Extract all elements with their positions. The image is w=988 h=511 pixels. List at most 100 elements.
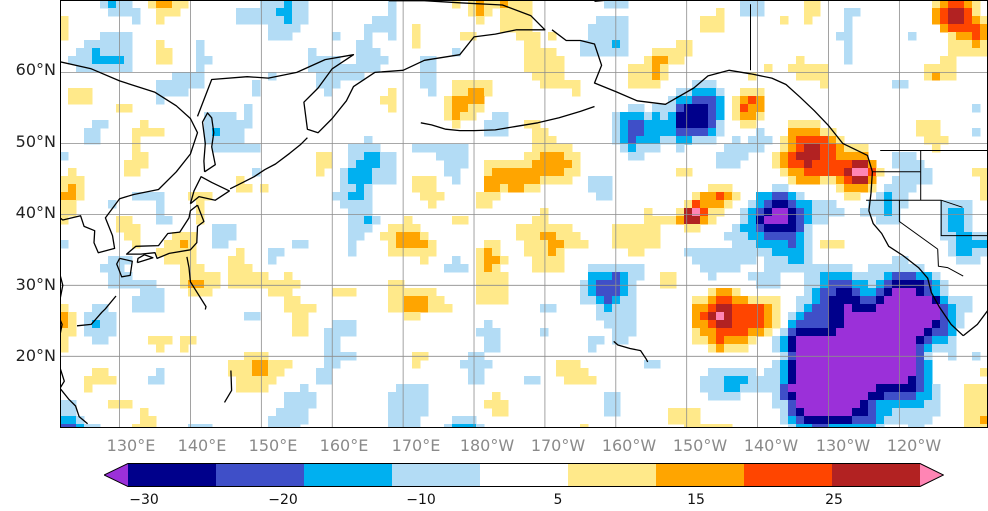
field-cell: [452, 264, 461, 273]
field-cell: [820, 200, 829, 209]
field-cell: [164, 248, 173, 257]
field-cell: [604, 48, 613, 57]
field-cell: [892, 160, 901, 169]
field-cell: [588, 184, 597, 193]
field-cell: [780, 184, 789, 193]
field-cell: [924, 336, 933, 345]
field-cell: [716, 200, 725, 209]
field-cell: [804, 0, 813, 9]
field-cell: [708, 256, 717, 265]
field-cell: [60, 176, 69, 185]
field-cell: [236, 264, 245, 273]
field-cell: [692, 416, 701, 425]
field-cell: [852, 8, 861, 17]
field-cell: [916, 128, 925, 137]
field-cell: [236, 376, 245, 385]
field-cell: [820, 336, 829, 345]
field-cell: [972, 16, 981, 25]
field-cell: [804, 344, 813, 353]
field-cell: [196, 40, 205, 49]
field-cell: [708, 296, 717, 305]
field-cell: [804, 304, 813, 313]
field-cell: [916, 280, 925, 289]
field-cell: [100, 64, 109, 73]
field-cell: [876, 344, 885, 353]
field-cell: [332, 72, 341, 81]
field-cell: [484, 360, 493, 369]
field-cell: [492, 192, 501, 201]
field-cell: [284, 424, 293, 428]
field-cell: [980, 192, 988, 201]
field-cell: [444, 144, 453, 153]
field-cell: [948, 240, 957, 249]
field-cell: [548, 304, 557, 313]
field-cell: [68, 408, 77, 417]
field-cell: [60, 312, 69, 321]
field-cell: [924, 312, 933, 321]
field-cell: [772, 368, 781, 377]
field-cell: [860, 144, 869, 153]
field-cell: [804, 208, 813, 217]
field-cell: [876, 280, 885, 289]
field-cell: [188, 256, 197, 265]
field-cell: [804, 256, 813, 265]
field-cell: [868, 376, 877, 385]
field-cell: [428, 64, 437, 73]
field-cell: [444, 104, 453, 113]
field-cell: [812, 408, 821, 417]
field-cell: [948, 344, 957, 353]
field-cell: [324, 376, 333, 385]
field-cell: [188, 240, 197, 249]
field-cell: [428, 200, 437, 209]
field-cell: [764, 216, 773, 225]
field-cell: [948, 336, 957, 345]
field-cell: [356, 232, 365, 241]
field-cell: [820, 152, 829, 161]
field-cell: [900, 400, 909, 409]
field-cell: [284, 416, 293, 425]
field-cell: [596, 32, 605, 41]
field-cell: [556, 232, 565, 241]
field-cell: [860, 408, 869, 417]
field-cell: [820, 408, 829, 417]
field-cell: [108, 8, 117, 17]
field-cell: [148, 0, 157, 9]
field-cell: [956, 16, 965, 25]
field-cell: [780, 336, 789, 345]
field-cell: [532, 256, 541, 265]
field-cell: [964, 40, 973, 49]
field-cell: [900, 328, 909, 337]
field-cell: [708, 264, 717, 273]
field-cell: [564, 232, 573, 241]
field-cell: [364, 40, 373, 49]
lon-label-170e: 170°E: [391, 436, 441, 455]
field-cell: [292, 0, 301, 9]
field-cell: [836, 288, 845, 297]
field-cell: [684, 224, 693, 233]
field-cell: [172, 88, 181, 97]
field-cell: [340, 184, 349, 193]
field-cell: [532, 264, 541, 273]
field-cell: [860, 400, 869, 409]
field-cell: [788, 240, 797, 249]
field-cell: [180, 80, 189, 89]
field-cell: [892, 176, 901, 185]
field-cell: [764, 296, 773, 305]
field-cell: [564, 168, 573, 177]
field-cell: [676, 56, 685, 65]
field-cell: [964, 32, 973, 41]
field-cell: [348, 240, 357, 249]
field-cell: [212, 280, 221, 289]
field-cell: [620, 280, 629, 289]
field-cell: [388, 160, 397, 169]
field-cell: [444, 424, 453, 428]
field-cell: [980, 40, 988, 49]
field-cell: [316, 168, 325, 177]
field-cell: [524, 16, 533, 25]
field-cell: [484, 336, 493, 345]
field-cell: [700, 384, 709, 393]
field-cell: [676, 96, 685, 105]
field-cell: [676, 216, 685, 225]
field-cell: [628, 312, 637, 321]
field-cell: [812, 392, 821, 401]
